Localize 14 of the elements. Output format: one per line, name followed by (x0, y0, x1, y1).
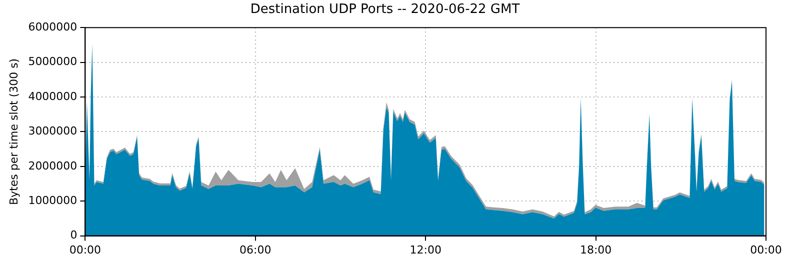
x-tick-label: 06:00 (240, 243, 272, 256)
y-tick-label: 5000000 (28, 55, 78, 68)
y-tick-label: 2000000 (28, 159, 78, 172)
x-tick-label: 18:00 (580, 243, 612, 256)
y-tick-label: 6000000 (28, 20, 78, 34)
y-tick-label: 4000000 (28, 90, 78, 103)
y-tick-label: 1000000 (28, 194, 78, 207)
x-tick-label: 00:00 (750, 243, 782, 256)
y-tick-label: 3000000 (28, 124, 78, 138)
chart-title: Destination UDP Ports -- 2020-06-22 GMT (250, 2, 520, 18)
x-tick-label: 00:00 (69, 243, 102, 256)
y-tick-label: 0 (70, 228, 78, 242)
x-tick-label: 12:00 (410, 243, 442, 256)
y-axis-title: Bytes per time slot (300 s) (7, 58, 20, 206)
